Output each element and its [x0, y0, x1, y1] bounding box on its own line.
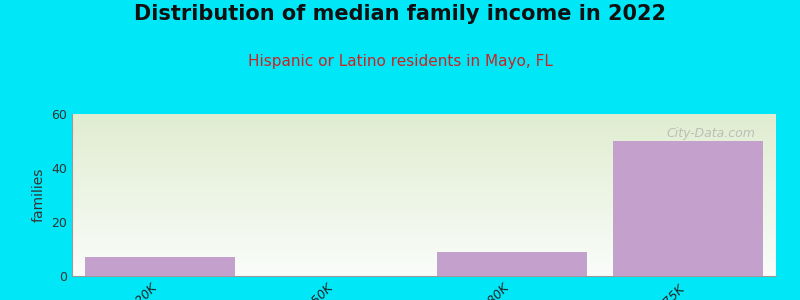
Text: City-Data.com: City-Data.com — [666, 127, 755, 140]
Bar — [86, 257, 235, 276]
Bar — [614, 141, 763, 276]
Y-axis label: families: families — [32, 168, 46, 222]
Text: Hispanic or Latino residents in Mayo, FL: Hispanic or Latino residents in Mayo, FL — [247, 54, 553, 69]
Bar — [437, 252, 586, 276]
Text: Distribution of median family income in 2022: Distribution of median family income in … — [134, 4, 666, 25]
